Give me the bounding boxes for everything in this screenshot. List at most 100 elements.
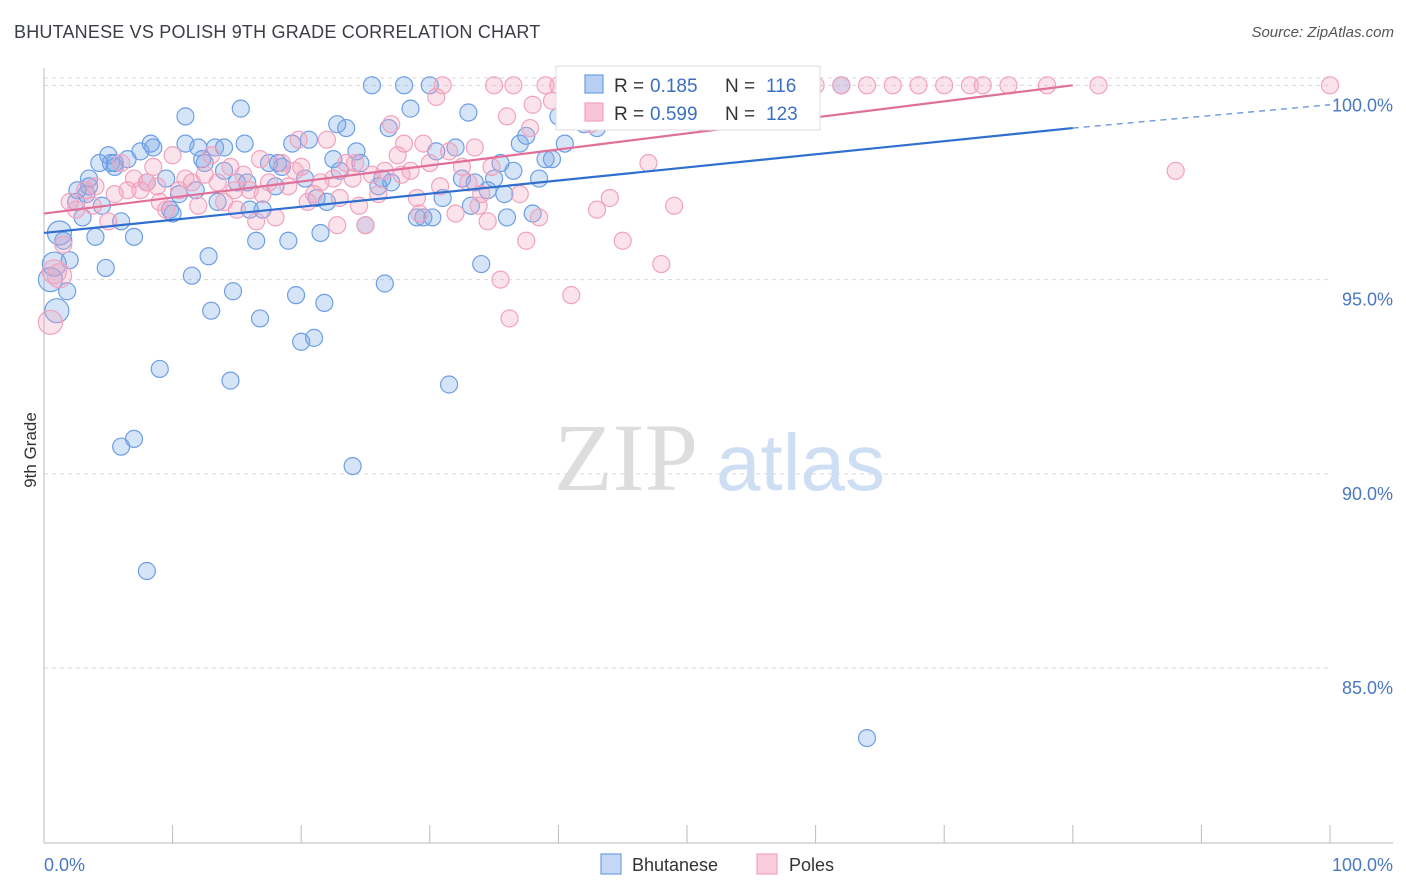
point-bhutanese-52: [299, 130, 319, 149]
point-poles-60: [465, 138, 484, 157]
point-poles-51: [407, 188, 427, 208]
point-bhutanese-36: [223, 282, 243, 301]
point-poles-120: [46, 263, 73, 289]
point-poles-43: [356, 216, 375, 235]
watermark-atlas: atlas: [716, 418, 885, 507]
point-poles-65: [497, 107, 517, 126]
watermark-zip: ZIP: [554, 404, 698, 511]
point-poles-70: [530, 208, 549, 227]
point-poles-47: [382, 115, 401, 134]
y-tick-labels: 85.0% 90.0% 95.0% 100.0%: [1332, 95, 1393, 698]
point-poles-103: [112, 153, 131, 173]
point-bhutanese-75: [439, 375, 459, 394]
legend-r-label-bhutanese: R =: [614, 76, 644, 97]
point-bhutanese-54: [311, 223, 330, 243]
point-poles-69: [523, 95, 542, 114]
point-poles-28: [259, 173, 279, 192]
point-poles-110: [430, 177, 450, 196]
point-bhutanese-17: [124, 227, 144, 246]
point-poles-97: [1037, 76, 1057, 95]
point-bhutanese-39: [235, 134, 254, 153]
point-bhutanese-47: [279, 231, 298, 250]
point-poles-91: [883, 76, 902, 95]
point-poles-23: [227, 200, 246, 219]
point-poles-29: [266, 208, 285, 227]
point-bhutanese-121: [504, 161, 523, 180]
point-poles-55: [433, 76, 452, 95]
legend-r-value-bhutanese: 0.185: [650, 76, 698, 97]
y-axis-label: 9th Grade: [21, 412, 40, 488]
point-bhutanese-21: [150, 359, 169, 379]
point-poles-12: [144, 157, 163, 177]
point-poles-26: [247, 212, 266, 231]
point-poles-66: [504, 76, 523, 95]
point-poles-95: [973, 76, 992, 95]
point-poles-78: [613, 231, 632, 250]
point-poles-49: [394, 134, 414, 153]
point-bhutanese-38: [231, 99, 250, 118]
point-poles-108: [346, 153, 365, 173]
point-poles-53: [420, 153, 439, 173]
point-poles-37: [317, 130, 337, 149]
point-poles-74: [562, 286, 581, 305]
point-bhutanese-97: [124, 429, 144, 449]
point-poles-99: [1166, 161, 1185, 180]
point-bhutanese-88: [530, 169, 549, 188]
point-bhutanese-33: [208, 192, 227, 211]
point-poles-31: [279, 177, 298, 196]
point-poles-100: [1320, 76, 1340, 95]
point-poles-89: [832, 76, 851, 95]
point-poles-33: [292, 157, 311, 177]
point-poles-77: [600, 188, 619, 208]
point-bhutanese-30: [199, 247, 218, 266]
chart-title: BHUTANESE VS POLISH 9TH GRADE CORRELATIO…: [14, 22, 541, 42]
point-poles-119: [410, 204, 429, 223]
point-bhutanese-2: [44, 298, 70, 324]
point-bhutanese-53: [304, 328, 324, 347]
trend-line-poles: [43, 84, 1073, 215]
point-bhutanese-35: [221, 371, 240, 390]
point-poles-96: [999, 76, 1018, 95]
trend-line-bhutanese-extension: [1072, 104, 1331, 129]
point-poles-20: [208, 173, 227, 192]
point-poles-106: [250, 150, 270, 169]
point-bhutanese-106: [268, 153, 288, 173]
point-bhutanese-114: [193, 150, 212, 169]
point-bhutanese-9: [86, 227, 105, 246]
point-poles-64: [491, 270, 510, 289]
point-poles-62: [478, 212, 497, 231]
point-bhutanese-64: [362, 76, 382, 95]
point-poles-41: [343, 169, 362, 188]
point-poles-76: [587, 200, 607, 219]
bottom-legend-label-poles: Poles: [789, 855, 834, 875]
point-poles-57: [446, 204, 465, 223]
point-poles-112: [521, 118, 540, 138]
point-bhutanese-90: [542, 150, 562, 169]
point-poles-111: [482, 157, 501, 177]
point-bhutanese-84: [497, 208, 517, 227]
point-poles-52: [414, 134, 433, 153]
bottom-legend-swatch-poles: [756, 853, 778, 875]
legend-swatch-bhutanese: [584, 74, 604, 94]
point-poles-19: [202, 146, 221, 165]
point-bhutanese-110: [461, 196, 481, 215]
point-poles-107: [289, 130, 308, 149]
point-bhutanese-59: [337, 118, 356, 138]
legend-swatch-poles: [584, 102, 604, 122]
point-bhutanese-113: [90, 153, 109, 173]
series-bhutanese-points: [37, 76, 877, 748]
legend-r-value-poles: 0.599: [650, 104, 698, 125]
point-bhutanese-49: [286, 286, 306, 305]
x-tick-labels: 0.0% 100.0%: [44, 855, 1393, 875]
point-bhutanese-78: [459, 103, 478, 122]
point-bhutanese-27: [182, 266, 201, 285]
point-bhutanese-107: [328, 115, 347, 134]
point-poles-2: [54, 235, 73, 254]
point-bhutanese-116: [401, 99, 420, 118]
y-tick-label-100: 100.0%: [1332, 95, 1393, 115]
point-poles-101: [60, 192, 79, 211]
point-bhutanese-31: [202, 301, 221, 320]
point-bhutanese-111: [495, 185, 514, 204]
point-poles-117: [500, 309, 519, 328]
